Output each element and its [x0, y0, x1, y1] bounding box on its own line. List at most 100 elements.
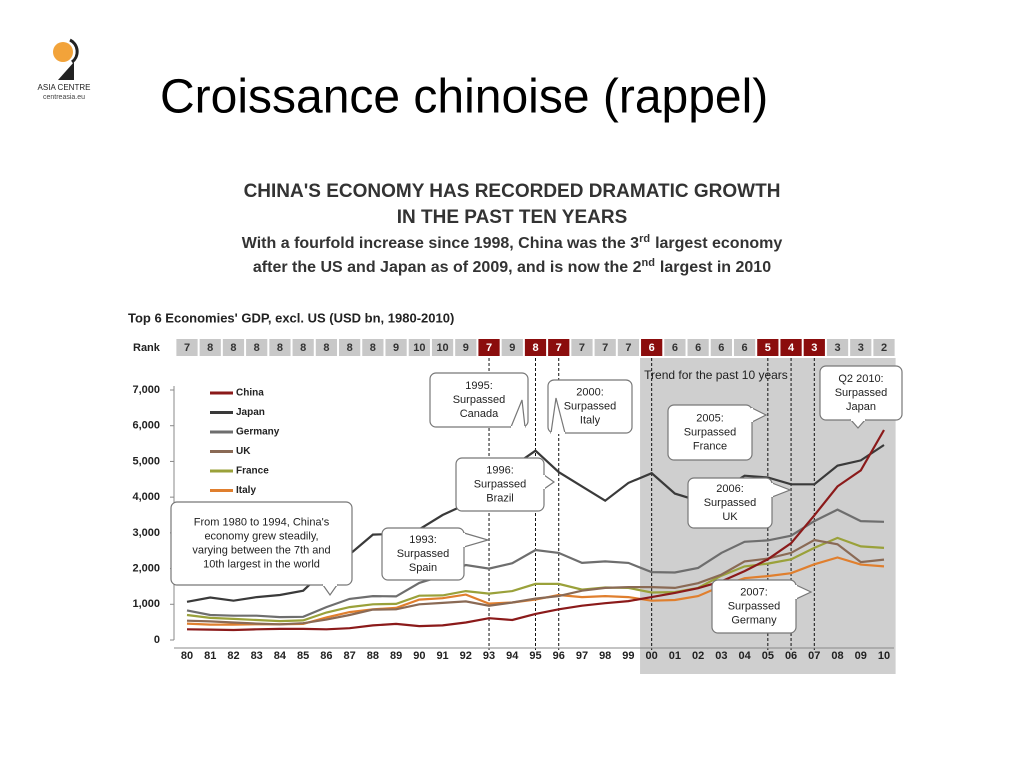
- subtitle-part: With a fourfold increase since 1998, Chi…: [242, 235, 639, 252]
- y-tick-label: 1,000: [132, 598, 160, 610]
- rank-cell: [524, 339, 547, 356]
- x-tick-label: 95: [529, 650, 541, 662]
- rank-value: 8: [254, 342, 260, 354]
- callout-text: Surpassed: [474, 478, 527, 490]
- x-tick-label: 80: [181, 650, 193, 662]
- callout-text: 2007:: [740, 586, 768, 598]
- rank-value: 9: [393, 342, 399, 354]
- x-tick-label: 93: [483, 650, 495, 662]
- logo-mark: [53, 38, 79, 80]
- callout-text: Surpassed: [728, 600, 781, 612]
- callout-text: Surpassed: [684, 426, 737, 438]
- rank-cell: [431, 339, 454, 356]
- x-tick-label: 87: [344, 650, 356, 662]
- legend-label: Japan: [236, 407, 265, 418]
- callout-text: Surpassed: [397, 548, 450, 560]
- x-tick-label: 08: [831, 650, 843, 662]
- x-tick-label: 81: [204, 650, 216, 662]
- rank-value: 4: [788, 342, 795, 354]
- rank-value: 8: [370, 342, 376, 354]
- x-tick-label: 97: [576, 650, 588, 662]
- rank-cell: [733, 339, 756, 356]
- y-tick-label: 6,000: [132, 420, 160, 432]
- rank-value: 9: [509, 342, 515, 354]
- rank-value: 9: [463, 342, 469, 354]
- chart-heading: IN THE PAST TEN YEARS: [397, 207, 628, 228]
- rank-cell: [339, 339, 361, 356]
- x-tick-label: 07: [808, 650, 820, 662]
- rank-value: 8: [277, 342, 283, 354]
- callout-text: 2005:: [696, 412, 724, 424]
- callout-text: 2000:: [576, 386, 604, 398]
- rank-cell: [385, 339, 407, 356]
- rank-cell: [780, 339, 802, 356]
- callout-text: Surpassed: [704, 497, 757, 509]
- x-tick-label: 89: [390, 650, 402, 662]
- rank-value: 7: [602, 342, 608, 354]
- callout-text: 10th largest in the world: [203, 558, 320, 570]
- callout-text: Surpassed: [453, 394, 506, 406]
- rank-value: 3: [858, 342, 864, 354]
- logo-name: ASIA CENTRE: [38, 83, 91, 92]
- y-tick-label: 5,000: [132, 455, 160, 467]
- legend-label: UK: [236, 446, 251, 457]
- rank-cell: [269, 339, 291, 356]
- rank-value: 8: [532, 342, 538, 354]
- rank-cell: [478, 339, 500, 356]
- rank-cell: [687, 339, 709, 356]
- chart-heading: CHINA'S ECONOMY HAS RECORDED DRAMATIC GR…: [244, 181, 781, 202]
- chart-subtitle: With a fourfold increase since 1998, Chi…: [242, 233, 783, 252]
- rank-value: 6: [695, 342, 701, 354]
- trend-label: Trend for the past 10 years: [644, 368, 788, 382]
- rank-value: 8: [323, 342, 329, 354]
- x-tick-label: 96: [553, 650, 565, 662]
- subtitle-part: nd: [641, 257, 654, 269]
- rank-value: 8: [230, 342, 236, 354]
- rank-cell: [362, 339, 384, 356]
- rank-cell: [873, 339, 895, 356]
- callout-box: [381, 527, 465, 581]
- rank-value: 6: [672, 342, 678, 354]
- callout-text: 2006:: [716, 483, 744, 495]
- callout-text: France: [693, 440, 727, 452]
- y-tick-label: 3,000: [132, 527, 160, 539]
- y-tick-label: 7,000: [132, 384, 160, 396]
- logo-site: centreasia.eu: [43, 94, 85, 101]
- x-tick-label: 99: [622, 650, 634, 662]
- rank-cell: [408, 339, 430, 356]
- callout-box: [170, 501, 353, 586]
- slide-title: Croissance chinoise (rappel): [160, 71, 768, 124]
- x-tick-label: 88: [367, 650, 379, 662]
- subtitle-part: largest in 2010: [660, 259, 771, 276]
- rank-cell: [641, 339, 663, 356]
- callout-text: economy grew steadily,: [204, 530, 318, 542]
- x-tick-label: 83: [251, 650, 263, 662]
- rank-value: 8: [300, 342, 306, 354]
- rank-value: 10: [436, 342, 448, 354]
- rank-cell: [455, 339, 477, 356]
- subtitle-part: after the US and Japan as of 2009, and i…: [253, 259, 642, 276]
- legend-label: Germany: [236, 427, 280, 438]
- legend-label: China: [236, 388, 264, 399]
- x-tick-label: 91: [436, 650, 448, 662]
- x-tick-label: 03: [715, 650, 727, 662]
- rank-value: 7: [625, 342, 631, 354]
- callout-box: [547, 379, 633, 434]
- rank-label: Rank: [133, 342, 161, 354]
- x-tick-label: 09: [855, 650, 867, 662]
- rank-value: 3: [811, 342, 817, 354]
- chart-title: Top 6 Economies' GDP, excl. US (USD bn, …: [128, 310, 454, 325]
- callout-pointer: [321, 584, 339, 597]
- rank-cell: [664, 339, 686, 356]
- callout-text: Q2 2010:: [838, 373, 883, 385]
- callout-text: Brazil: [486, 492, 514, 504]
- callout-text: Spain: [409, 562, 437, 574]
- rank-value: 7: [184, 342, 190, 354]
- rank-value: 2: [881, 342, 887, 354]
- x-tick-label: 00: [646, 650, 658, 662]
- callout-box: [429, 372, 529, 428]
- x-tick-label: 82: [227, 650, 239, 662]
- rank-value: 8: [347, 342, 353, 354]
